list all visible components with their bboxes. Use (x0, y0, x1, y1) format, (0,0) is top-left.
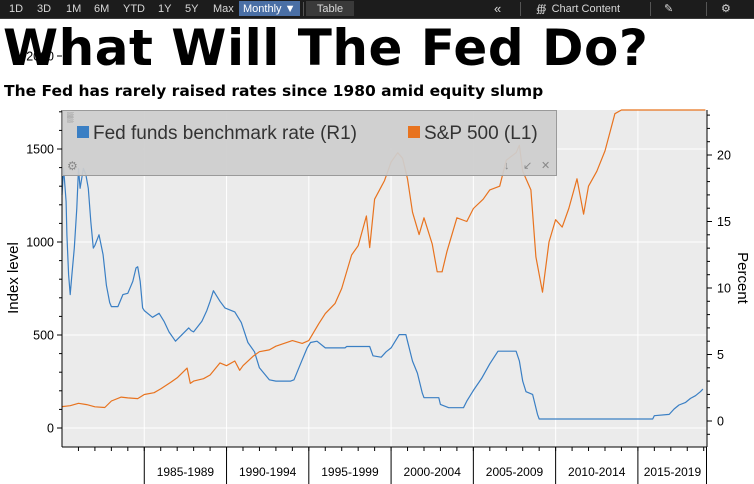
legend-item-sp500[interactable]: S&P 500 (L1) (408, 123, 538, 145)
toolbar-divider (303, 2, 304, 16)
range-button-3d[interactable]: 3D (37, 3, 52, 15)
x-tick-label: 2015-2019 (644, 465, 702, 479)
x-tick-label: 1985-1989 (157, 465, 215, 479)
right-tick-label: 0 (717, 415, 724, 429)
collapse-icon[interactable]: « (494, 1, 502, 16)
series-line-fed-funds (61, 167, 704, 420)
page-title: What Will The Fed Do? (3, 19, 649, 77)
chart-content-icon: ∰ (536, 4, 547, 15)
settings-icon[interactable]: ⚙ (721, 3, 731, 15)
chart-legend[interactable]: ▒ Fed funds benchmark rate (R1) S&P 500 … (62, 110, 557, 176)
range-button-1m[interactable]: 1M (66, 3, 82, 15)
minimize-icon[interactable]: ↙ (523, 160, 533, 172)
toolbar-divider (650, 2, 651, 16)
close-icon[interactable]: ✕ (541, 160, 551, 172)
legend-grip-icon[interactable]: ▒ (67, 112, 74, 122)
legend-swatch-fed-funds (77, 126, 89, 138)
x-tick-label: 2010-2014 (568, 465, 626, 479)
left-tick-label: 1000 (26, 236, 54, 250)
range-button-1d[interactable]: 1D (9, 3, 24, 15)
range-button-1y[interactable]: 1Y (158, 3, 172, 15)
chart-toolbar: 1D 3D 1M 6M YTD 1Y 5Y Max Monthly ▼ Table « ∰ Ch… (0, 0, 754, 19)
x-tick-label: 1990-1994 (239, 465, 297, 479)
left-tick-label: 0 (47, 422, 54, 436)
right-axis-label: Percent (734, 252, 751, 305)
chart-content-button[interactable]: ∰ Chart Content (536, 0, 620, 18)
toolbar-divider (706, 2, 707, 16)
range-button-ytd[interactable]: YTD (123, 3, 145, 15)
range-button-6m[interactable]: 6M (94, 3, 110, 15)
chart-content-label: Chart Content (551, 3, 621, 15)
legend-swatch-sp500 (408, 126, 420, 138)
left-tick-label: 2000 (26, 50, 54, 64)
toolbar-divider (520, 2, 521, 16)
range-button-5y[interactable]: 5Y (185, 3, 199, 15)
left-axis-label: Index level (5, 242, 22, 314)
right-tick-label: 5 (717, 348, 724, 362)
right-tick-label: 10 (717, 282, 731, 296)
x-tick-label: 1995-1999 (321, 465, 379, 479)
legend-label-fed-funds: Fed funds benchmark rate (R1) (93, 123, 358, 144)
pin-icon[interactable]: ↓ (504, 160, 510, 172)
right-tick-label: 20 (717, 149, 731, 163)
legend-item-fed-funds[interactable]: Fed funds benchmark rate (R1) (77, 123, 357, 145)
gear-icon[interactable]: ⚙ (67, 159, 78, 173)
left-tick-label: 500 (33, 329, 54, 343)
right-tick-label: 15 (717, 215, 731, 229)
frequency-select[interactable]: Monthly ▼ (239, 1, 300, 16)
legend-label-sp500: S&P 500 (L1) (424, 123, 538, 144)
edit-icon[interactable]: ✎ (664, 3, 674, 15)
range-button-max[interactable]: Max (213, 3, 234, 15)
left-tick-label: 1500 (26, 143, 54, 157)
x-tick-label: 2005-2009 (486, 465, 544, 479)
page-subtitle: The Fed has rarely raised rates since 19… (4, 82, 544, 100)
x-tick-label: 2000-2004 (404, 465, 462, 479)
table-view-button[interactable]: Table (306, 1, 354, 16)
